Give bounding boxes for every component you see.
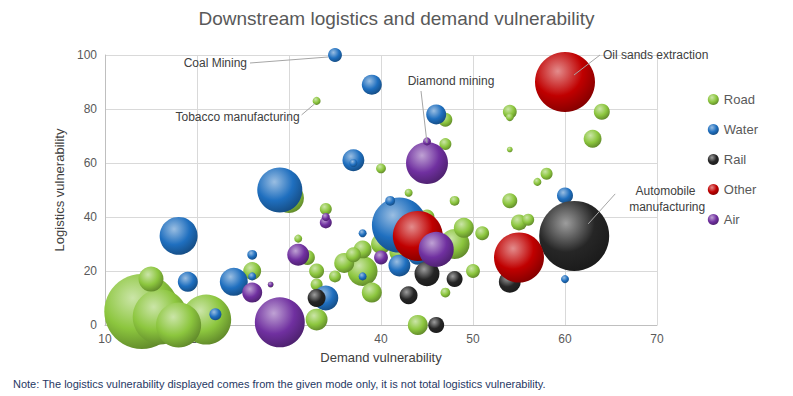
svg-text:Oil sands extraction: Oil sands extraction: [603, 48, 708, 62]
svg-text:Automobile: Automobile: [636, 184, 699, 198]
svg-text:100: 100: [77, 48, 97, 62]
svg-text:Diamond mining: Diamond mining: [408, 74, 495, 88]
svg-text:10: 10: [98, 332, 112, 346]
svg-text:manufacturing: manufacturing: [629, 200, 705, 214]
svg-text:Other: Other: [724, 182, 757, 197]
svg-text:Water: Water: [724, 122, 759, 137]
svg-text:40: 40: [84, 210, 98, 224]
svg-text:Logistics vulnerability: Logistics vulnerability: [52, 128, 67, 251]
svg-text:Road: Road: [724, 92, 755, 107]
svg-text:0: 0: [90, 318, 97, 332]
svg-text:50: 50: [466, 332, 480, 346]
svg-text:60: 60: [84, 156, 98, 170]
svg-text:60: 60: [558, 332, 572, 346]
svg-text:Demand vulnerability: Demand vulnerability: [320, 350, 442, 365]
svg-text:20: 20: [84, 264, 98, 278]
svg-text:Rail: Rail: [724, 152, 747, 167]
svg-text:Coal Mining: Coal Mining: [184, 56, 247, 70]
svg-text:Downstream logistics and deman: Downstream logistics and demand vulnerab…: [198, 8, 595, 29]
svg-text:Note: The logistics vulnerabil: Note: The logistics vulnerability displa…: [13, 378, 546, 390]
svg-text:70: 70: [650, 332, 664, 346]
svg-text:Tobacco manufacturing: Tobacco manufacturing: [176, 110, 300, 124]
svg-text:40: 40: [374, 332, 388, 346]
svg-text:Air: Air: [724, 212, 741, 227]
svg-text:80: 80: [84, 102, 98, 116]
